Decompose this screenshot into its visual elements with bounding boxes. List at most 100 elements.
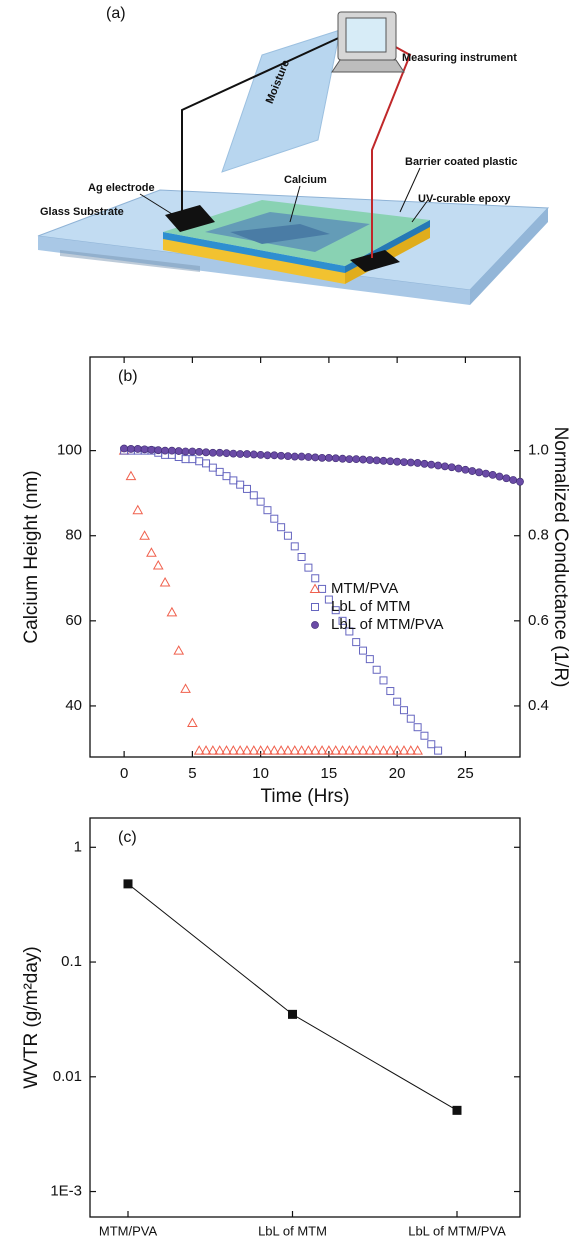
y-tick-label: 60 [65,612,82,629]
data-point [371,745,383,755]
data-point [406,458,415,467]
data-point [120,444,129,453]
x-tick-label: 5 [188,765,196,782]
data-point [311,453,320,462]
data-point [386,687,395,696]
data-point [275,745,287,755]
setup-diagram: (a) Moisture Measuring instrument Barrie… [37,5,550,305]
data-point [188,455,197,464]
data-point [268,745,280,755]
data-point [214,745,226,755]
data-point [359,455,367,464]
glass-side [470,208,548,305]
x-tick-label: LbL of MTM/PVA [408,1223,506,1238]
data-point [502,474,511,483]
data-point [384,745,396,755]
data-point [207,745,219,755]
data-point [166,606,178,617]
data-point [452,1105,462,1115]
data-point [288,1009,297,1019]
x-axis-title: Time (Hrs) [261,786,350,807]
data-point [147,445,156,454]
data-point [398,745,410,755]
data-point [405,745,417,755]
y-tick-label: 0.01 [53,1068,82,1085]
data-point [468,467,477,475]
x-tick-label: 15 [321,765,338,782]
data-point [133,445,142,453]
data-point [140,445,149,454]
right-electrode [350,250,400,272]
data-point [495,472,504,481]
data-point [509,476,518,484]
data-point [270,514,279,523]
data-point [159,577,171,587]
data-point [282,745,294,755]
red-wire [371,44,412,258]
data-point [324,453,333,462]
data-point [365,655,374,664]
data-point [379,456,388,465]
data-point [447,463,456,472]
data-point [365,456,374,464]
data-point [263,506,272,515]
data-point [290,452,299,461]
legend-label: LbL of MTM [331,598,410,615]
data-point [364,745,376,755]
data-point [161,446,169,455]
data-point [345,455,354,464]
legend-marker [311,621,319,629]
data-point [399,706,408,715]
data-point [249,491,258,500]
y2-tick-label: 1.0 [528,442,549,459]
x-tick-label: 25 [457,765,474,782]
data-point [378,745,389,755]
y2-tick-label: 0.4 [528,697,549,714]
data-point [427,460,436,469]
data-point [345,627,354,636]
y-tick-label: 40 [65,697,82,714]
data-point [256,497,265,506]
glass-front [38,236,470,305]
data-point [318,584,327,593]
data-point [296,745,307,755]
moisture-sheet [221,29,341,173]
y-tick-label: 1E-3 [50,1183,82,1200]
data-point [227,745,239,755]
legend-marker [309,583,321,593]
data-point [359,646,368,655]
callout: Measuring instrument [402,52,517,64]
left-electrode [165,205,215,232]
data-point [318,453,326,462]
data-point [255,745,266,755]
data-point [338,616,347,625]
leader [139,193,173,215]
black-wire [181,34,346,215]
data-point [263,451,272,460]
data-point [188,447,197,456]
data-point [243,450,251,458]
leader [411,199,429,223]
data-point [234,745,246,755]
data-point [202,459,211,468]
data-point [127,445,135,453]
data-point [193,745,205,755]
data-point [236,450,245,458]
y-tick-label: 1 [74,838,82,855]
data-point [400,458,408,467]
data-point [256,450,265,459]
data-point [304,453,313,461]
callout: Calcium [284,174,327,186]
callout: Ag electrode [88,182,155,194]
data-point [277,451,286,460]
glass-shade [60,250,200,272]
data-point [123,879,133,889]
data-point [195,457,204,466]
data-point [372,456,381,465]
data-point [412,745,423,755]
data-point [139,530,150,540]
data-point [475,468,483,477]
panel-label: (b) [118,368,138,385]
